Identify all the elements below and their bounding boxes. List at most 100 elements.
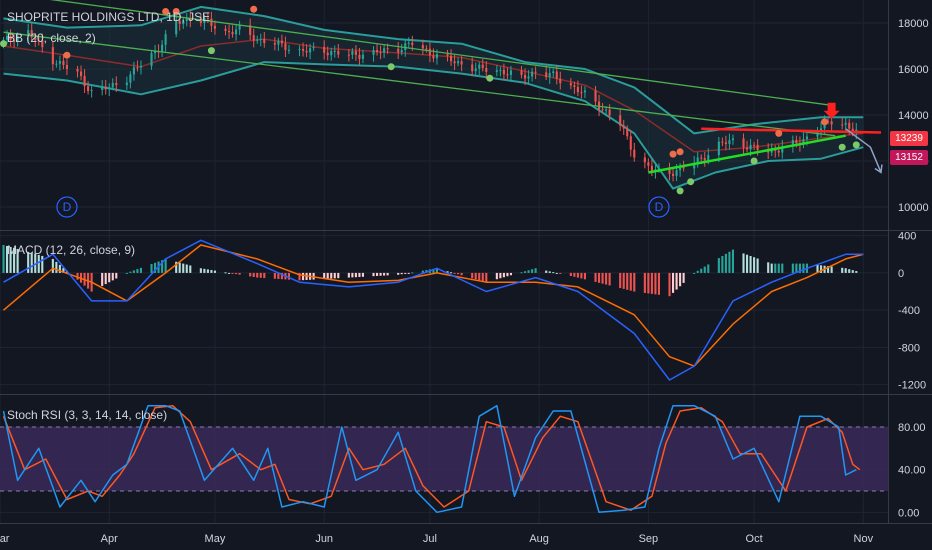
macd-histogram-bar — [400, 272, 403, 275]
macd-histogram-bar — [115, 272, 118, 279]
candle-body — [210, 18, 213, 26]
candle-body — [552, 71, 555, 74]
macd-histogram-bar — [506, 272, 509, 277]
candle — [132, 61, 135, 81]
candle-body — [249, 25, 252, 36]
signal-dot-orange — [172, 8, 180, 15]
macd-histogram-bar — [816, 264, 819, 273]
macd-histogram-bar — [287, 272, 291, 280]
macd-histogram-bar — [848, 269, 851, 273]
macd-signal-line — [3, 244, 864, 367]
candle — [453, 54, 456, 71]
candle-body — [601, 109, 604, 111]
signal-dot-orange — [250, 5, 258, 13]
macd-histogram-bar — [277, 272, 280, 279]
candle-body — [58, 61, 61, 64]
macd-histogram-bar — [206, 269, 209, 273]
candle-body — [506, 74, 509, 76]
candle — [731, 134, 735, 145]
candle-body — [361, 54, 365, 59]
macd-histogram-bar — [383, 272, 386, 276]
candle-body — [354, 51, 357, 55]
macd-histogram-bar — [238, 272, 241, 275]
candle — [129, 71, 132, 89]
macd-line — [3, 239, 864, 381]
candle-body — [298, 48, 301, 50]
candle — [298, 45, 301, 57]
macd-histogram-bar — [203, 268, 206, 273]
candle — [361, 49, 365, 64]
candle-body — [284, 43, 287, 51]
candle — [111, 78, 114, 91]
candle-body — [629, 136, 632, 150]
macd-histogram-bar — [534, 268, 537, 273]
signal-dot-green — [676, 187, 684, 195]
macd-histogram-bar — [263, 272, 266, 279]
signal-dot-green — [750, 157, 758, 165]
macd-histogram-bar — [696, 270, 699, 273]
macd-histogram-bar — [347, 272, 350, 278]
candle — [273, 37, 276, 51]
macd-histogram-bar — [770, 263, 773, 273]
candle — [235, 25, 238, 41]
macd-histogram-bar — [213, 270, 217, 273]
candle — [108, 83, 111, 97]
candle-body — [679, 166, 682, 171]
candle — [841, 117, 844, 130]
macd-histogram-bar — [9, 246, 12, 273]
candle-body — [224, 28, 227, 32]
macd-histogram-bar — [569, 272, 572, 277]
divergence-marker-ring — [56, 196, 78, 218]
macd-histogram-bar — [583, 272, 587, 280]
price-y-tick-label: 10000 — [898, 202, 929, 214]
signal-dot-orange — [162, 8, 170, 15]
macd-histogram-bar — [175, 261, 178, 273]
candle — [559, 71, 562, 90]
macd-histogram-bar — [594, 272, 597, 282]
candle-body — [580, 92, 583, 94]
candle — [277, 37, 280, 51]
candle — [354, 45, 357, 61]
candle-body — [252, 35, 255, 41]
candle-body — [643, 157, 646, 163]
candle — [693, 156, 696, 176]
candle — [153, 44, 157, 60]
macd-histogram-bar — [855, 271, 858, 273]
macd-histogram-bar — [41, 255, 44, 273]
candle-body — [569, 83, 572, 86]
candle-body — [435, 54, 439, 59]
macd-histogram-bar — [629, 272, 632, 291]
candle — [305, 44, 308, 58]
candle — [421, 39, 424, 55]
macd-histogram-bar — [210, 270, 213, 273]
candle-body — [301, 48, 305, 51]
macd-histogram-bar — [654, 272, 657, 295]
divergence-marker-1: D — [648, 196, 670, 218]
macd-histogram-bar — [798, 263, 801, 273]
macd-histogram-bar — [280, 272, 283, 280]
candle-body — [153, 51, 157, 54]
candle — [474, 62, 477, 77]
macd-histogram-bar — [37, 254, 40, 273]
candle-body — [622, 125, 625, 129]
candle-body — [115, 83, 118, 86]
macd-histogram-bar — [619, 272, 622, 289]
signal-dot-green — [0, 40, 8, 48]
candle-body — [745, 147, 749, 150]
candle-body — [400, 50, 403, 53]
macd-histogram-bar — [731, 249, 735, 273]
close-price-tag: 13152 — [890, 150, 928, 165]
candle — [650, 159, 653, 177]
candle — [499, 66, 502, 77]
macd-histogram-bar — [657, 272, 661, 295]
candle-body — [707, 155, 710, 161]
macd-histogram-bar — [478, 272, 481, 281]
macd-histogram-bar — [679, 272, 682, 287]
candle-body — [608, 109, 611, 116]
candle-body — [724, 142, 727, 145]
candle-body — [449, 55, 453, 62]
candle-body — [731, 138, 735, 141]
candle-body — [411, 42, 414, 46]
candle — [449, 49, 453, 66]
